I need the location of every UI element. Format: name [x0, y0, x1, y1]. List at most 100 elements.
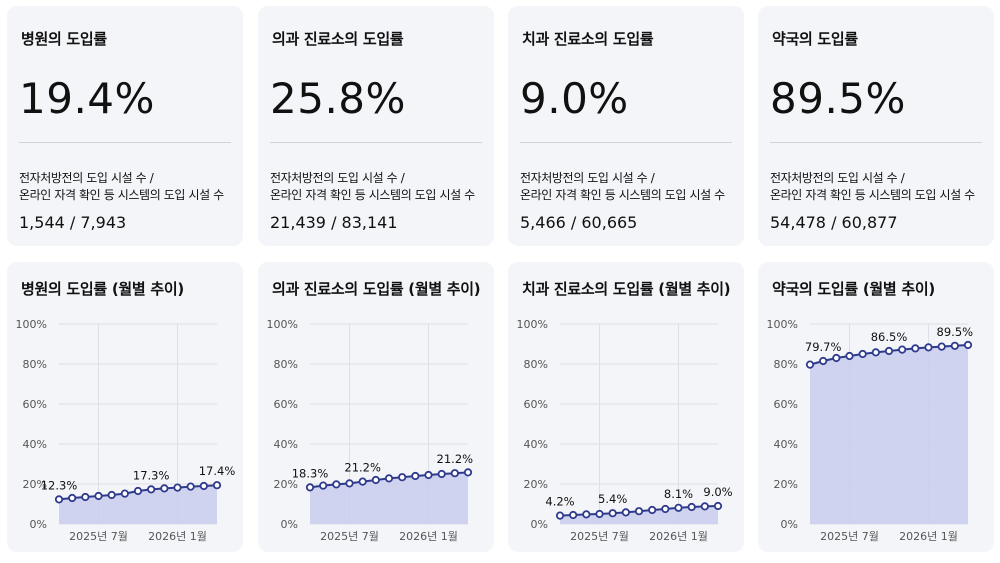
- y-tick-label: 60%: [524, 398, 548, 411]
- data-label: 89.5%: [937, 325, 974, 339]
- stat-description-line: 온라인 자격 확인 등 시스템의 도입 시설 수: [520, 188, 725, 202]
- y-tick-label: 60%: [274, 398, 298, 411]
- stat-title: 약국의 도입률: [772, 30, 858, 48]
- x-tick-label: 2026년 1월: [649, 530, 708, 543]
- y-tick-label: 80%: [524, 358, 548, 371]
- x-tick-label: 2025년 7월: [69, 530, 128, 543]
- data-point: [687, 502, 696, 512]
- data-point: [674, 503, 683, 512]
- x-tick-label: 2025년 7월: [320, 530, 379, 543]
- data-label: 79.7%: [805, 340, 842, 354]
- data-label: 9.0%: [703, 485, 732, 499]
- data-label: 8.1%: [664, 487, 693, 501]
- y-tick-label: 20%: [274, 478, 298, 491]
- data-point: [555, 511, 565, 520]
- data-point: [147, 485, 156, 494]
- data-point: [358, 477, 367, 486]
- data-label: 86.5%: [871, 330, 908, 344]
- data-point: [595, 509, 604, 519]
- y-tick-label: 0%: [281, 518, 298, 531]
- y-tick-label: 20%: [524, 478, 548, 491]
- chart-dental-clinic-trend: 0% 20% 40% 60% 80% 100% 4.2% 5.4% 8.1% 9.0% 2025년 …: [517, 318, 733, 543]
- data-point: [582, 510, 591, 519]
- data-label: 21.2%: [437, 452, 474, 466]
- y-tick-label: 80%: [774, 358, 798, 371]
- y-tick-label: 60%: [23, 398, 47, 411]
- data-point: [937, 342, 946, 351]
- stat-title: 병원의 도입률: [21, 30, 107, 48]
- data-label: 17.4%: [199, 464, 236, 478]
- data-point: [199, 481, 208, 491]
- y-tick-label: 40%: [524, 438, 548, 451]
- data-point: [345, 479, 354, 488]
- data-point: [713, 501, 723, 511]
- stat-count: 1,544 / 7,943: [19, 213, 127, 232]
- divider: [19, 142, 231, 143]
- y-tick-label: 60%: [774, 398, 798, 411]
- chart-card-hospital: 병원의 도입률 (월별 추이) 0% 20% 40% 60% 80% 100% 12.3% 1…: [7, 262, 243, 552]
- chart-title: 약국의 도입률 (월별 추이): [772, 280, 935, 298]
- x-tick-label: 2025년 7월: [570, 530, 629, 543]
- data-point: [924, 343, 933, 352]
- stat-value: 25.8%: [270, 74, 406, 123]
- y-tick-label: 40%: [774, 438, 798, 451]
- data-point: [173, 483, 182, 492]
- data-point: [463, 468, 473, 477]
- data-label: 18.3%: [292, 466, 329, 480]
- stat-description-line: 전자처방전의 도입 시설 수 /: [520, 171, 655, 185]
- stat-card-medical-clinic: 의과 진료소의 도입률 25.8% 전자처방전의 도입 시설 수 / 온라인 자…: [258, 6, 494, 246]
- data-point: [911, 344, 920, 353]
- stat-title: 의과 진료소의 도입률: [272, 30, 404, 48]
- data-point: [212, 481, 222, 490]
- chart-card-medical-clinic: 의과 진료소의 도입률 (월별 추이) 0% 20% 40% 60% 80% 100% 18…: [258, 262, 494, 552]
- stat-count: 5,466 / 60,665: [520, 213, 638, 232]
- data-point: [332, 480, 341, 489]
- data-point: [871, 348, 880, 357]
- data-point: [858, 349, 867, 359]
- divider: [270, 142, 482, 143]
- chart-title: 병원의 도입률 (월별 추이): [21, 280, 184, 298]
- y-tick-label: 100%: [16, 318, 47, 331]
- data-point: [319, 481, 328, 490]
- data-point: [634, 507, 644, 516]
- chart-hospital-trend: 0% 20% 40% 60% 80% 100% 12.3% 17.3% 17.4% 2025년 7…: [16, 318, 236, 543]
- y-tick-label: 40%: [23, 438, 47, 451]
- data-point: [805, 360, 815, 369]
- data-point: [661, 504, 670, 514]
- stat-count: 54,478 / 60,877: [770, 213, 898, 232]
- divider: [770, 142, 982, 143]
- stat-description: 전자처방전의 도입 시설 수 / 온라인 자격 확인 등 시스템의 도입 시설 …: [770, 170, 975, 204]
- data-point: [950, 341, 959, 350]
- data-label: 17.3%: [133, 468, 170, 482]
- data-point: [621, 508, 630, 517]
- y-tick-label: 100%: [767, 318, 798, 331]
- data-point: [832, 353, 841, 363]
- y-tick-label: 20%: [774, 478, 798, 491]
- stat-card-pharmacy: 약국의 도입률 89.5% 전자처방전의 도입 시설 수 / 온라인 자격 확인…: [758, 6, 994, 246]
- data-label: 4.2%: [545, 495, 574, 509]
- stat-title: 치과 진료소의 도입률: [522, 30, 654, 48]
- stat-description-line: 온라인 자격 확인 등 시스템의 도입 시설 수: [770, 188, 975, 202]
- stat-description-line: 전자처방전의 도입 시설 수 /: [270, 171, 405, 185]
- stat-description-line: 온라인 자격 확인 등 시스템의 도입 시설 수: [19, 188, 224, 202]
- data-point: [186, 482, 195, 491]
- chart-title: 의과 진료소의 도입률 (월별 추이): [272, 280, 481, 298]
- data-point: [648, 505, 657, 515]
- y-tick-label: 0%: [30, 518, 47, 531]
- data-point: [160, 484, 169, 493]
- y-tick-label: 0%: [531, 518, 548, 531]
- data-point: [450, 469, 459, 478]
- stat-count: 21,439 / 83,141: [270, 213, 398, 232]
- data-point: [411, 471, 420, 481]
- data-point: [371, 475, 380, 485]
- chart-title: 치과 진료소의 도입률 (월별 추이): [522, 280, 731, 298]
- data-label: 12.3%: [41, 478, 78, 492]
- data-point: [384, 474, 394, 483]
- stat-description: 전자처방전의 도입 시설 수 / 온라인 자격 확인 등 시스템의 도입 시설 …: [270, 170, 475, 204]
- data-label: 21.2%: [344, 461, 381, 475]
- data-point: [424, 470, 433, 480]
- chart-card-dental-clinic: 치과 진료소의 도입률 (월별 추이) 0% 20% 40% 60% 80% 100% 4.…: [508, 262, 744, 552]
- stat-description-line: 전자처방전의 도입 시설 수 /: [19, 171, 154, 185]
- data-point: [898, 345, 907, 354]
- data-point: [845, 351, 854, 361]
